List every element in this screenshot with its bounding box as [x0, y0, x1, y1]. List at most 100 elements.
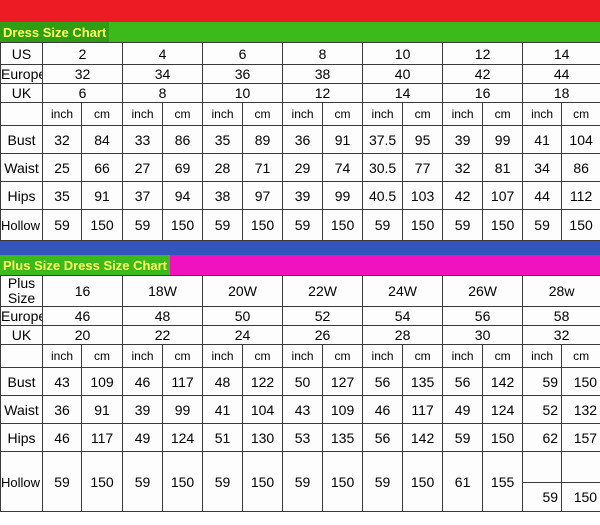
plus-size-cell: 16: [41, 275, 124, 307]
waist-inch-cell: 30.5: [362, 153, 404, 182]
mid-blue-banner: [0, 241, 600, 255]
bust-cm-cell: 104: [561, 125, 600, 154]
unit-header-cm: cm: [482, 102, 524, 126]
plus-hips-inch-cell: 49: [122, 423, 164, 452]
waist-inch-cell: 25: [42, 153, 82, 182]
us-size-cell: 6: [202, 42, 284, 65]
plus-hips-cm-cell: 150: [482, 423, 524, 452]
plus-bust-inch-cell: 43: [42, 367, 82, 396]
plus-hips-inch-cell: 59: [442, 423, 484, 452]
bust-cm-cell: 89: [242, 125, 284, 154]
unit-header-cm: cm: [322, 102, 364, 126]
us-size-cell: 10: [362, 42, 444, 65]
plus-hollow-cm-cell: 155: [482, 451, 524, 512]
hollow-inch-cell: 59: [122, 209, 164, 241]
plus-waist-inch-cell: 49: [442, 395, 484, 424]
hollow-cm-cell: 150: [322, 209, 364, 241]
hips-cm-cell: 107: [482, 181, 524, 210]
waist-cm-cell: 69: [162, 153, 204, 182]
hollow-inch-cell: 59: [42, 209, 82, 241]
plus-waist-inch-cell: 52: [522, 395, 563, 424]
unit-header-inch: inch: [282, 102, 324, 126]
top-red-banner: [0, 0, 600, 22]
plus-hollow-cm-cell: 150: [162, 451, 204, 512]
us-size-cell: 2: [41, 42, 124, 65]
hips-cm-cell: 97: [242, 181, 284, 210]
plus-hollow-inch-cell: 61: [442, 451, 484, 512]
dress-chart-banner: Dress Size Chart: [0, 22, 600, 42]
plus-uk-cell: 32: [522, 325, 600, 345]
plus-bust-cm-cell: 127: [322, 367, 364, 396]
bust-inch-cell: 41: [522, 125, 563, 154]
waist-cm-cell: 77: [402, 153, 444, 182]
plus-waist-inch-cell: 36: [42, 395, 82, 424]
plus-label-line2: Size: [7, 290, 36, 306]
plus-bust-cm-cell: 109: [80, 367, 124, 396]
plus-hollow-label-line1: Hollow: [1, 474, 41, 490]
europe-size-cell: 36: [202, 64, 284, 84]
us-size-cell: 4: [122, 42, 204, 65]
waist-cm-cell: 81: [482, 153, 524, 182]
hollow-cm-cell: 150: [242, 209, 284, 241]
table-row-plus-hollow-to-floor: Hollow to Floor 59 150 59 150 59 150 59 …: [0, 451, 600, 512]
plus-waist-cm-cell: 91: [80, 395, 124, 424]
hollow-inch-cell: 59: [202, 209, 244, 241]
waist-inch-cell: 29: [282, 153, 324, 182]
plus-size-cell: 26W: [442, 275, 524, 307]
unit-header-inch: inch: [42, 344, 82, 368]
plus-chart-title: Plus Size Dress Size Chart: [0, 255, 171, 275]
unit-header-cm: cm: [242, 344, 284, 368]
plus-hollow-cm-cell-empty: [561, 451, 600, 483]
plus-europe-cell: 46: [41, 306, 124, 326]
table-row-plus-hips: Hips 46 117 49 124 51 130 53 135 56 142 …: [0, 423, 600, 452]
plus-waist-inch-cell: 39: [122, 395, 164, 424]
dress-chart-title: Dress Size Chart: [0, 22, 110, 42]
unit-header-cm: cm: [402, 344, 444, 368]
hips-inch-cell: 35: [42, 181, 82, 210]
plus-europe-cell: 54: [362, 306, 444, 326]
plus-bust-cm-cell: 122: [242, 367, 284, 396]
unit-header-inch: inch: [202, 344, 244, 368]
unit-header-cm: cm: [162, 102, 204, 126]
hips-inch-cell: 37: [122, 181, 164, 210]
uk-size-cell: 18: [522, 83, 600, 103]
europe-size-cell: 44: [522, 64, 600, 84]
unit-header-cm: cm: [402, 102, 444, 126]
bust-cm-cell: 95: [402, 125, 444, 154]
europe-size-cell: 34: [122, 64, 204, 84]
plus-unit-row-blank: [0, 344, 43, 368]
table-row-plus-europe: Europe 46 48 50 52 54 56 58: [0, 306, 600, 326]
plus-uk-cell: 26: [282, 325, 364, 345]
plus-hips-inch-cell: 51: [202, 423, 244, 452]
plus-bust-inch-cell: 56: [442, 367, 484, 396]
plus-size-cell: 18W: [122, 275, 204, 307]
hips-cm-cell: 94: [162, 181, 204, 210]
unit-header-inch: inch: [122, 344, 164, 368]
row-label-plus-europe: Europe: [0, 306, 43, 326]
plus-hollow-inch-cell: 59: [202, 451, 244, 512]
hips-cm-cell: 112: [561, 181, 600, 210]
hips-inch-cell: 42: [442, 181, 484, 210]
hollow-cm-cell: 150: [482, 209, 524, 241]
europe-size-cell: 42: [442, 64, 524, 84]
hips-cm-cell: 91: [80, 181, 124, 210]
plus-size-cell: 24W: [362, 275, 444, 307]
plus-hollow-inch-cell-empty: [522, 451, 563, 483]
us-size-cell: 8: [282, 42, 364, 65]
plus-bust-cm-cell: 142: [482, 367, 524, 396]
table-row-waist: Waist 25 66 27 69 28 71 29 74 30.5 77 32…: [0, 153, 600, 182]
row-label-hips: Hips: [0, 181, 43, 210]
dress-size-table: US 2 4 6 8 10 12 14 Europe 32 34 36 38 4…: [0, 42, 600, 241]
plus-hips-cm-cell: 157: [561, 423, 600, 452]
plus-hips-inch-cell: 62: [522, 423, 563, 452]
plus-hips-cm-cell: 124: [162, 423, 204, 452]
plus-hips-inch-cell: 46: [42, 423, 82, 452]
plus-size-cell: 28w: [522, 275, 600, 307]
waist-inch-cell: 32: [442, 153, 484, 182]
plus-europe-cell: 58: [522, 306, 600, 326]
plus-waist-inch-cell: 41: [202, 395, 244, 424]
plus-waist-inch-cell: 46: [362, 395, 404, 424]
us-size-cell: 12: [442, 42, 524, 65]
hollow-cm-cell: 150: [561, 209, 600, 241]
uk-size-cell: 10: [202, 83, 284, 103]
